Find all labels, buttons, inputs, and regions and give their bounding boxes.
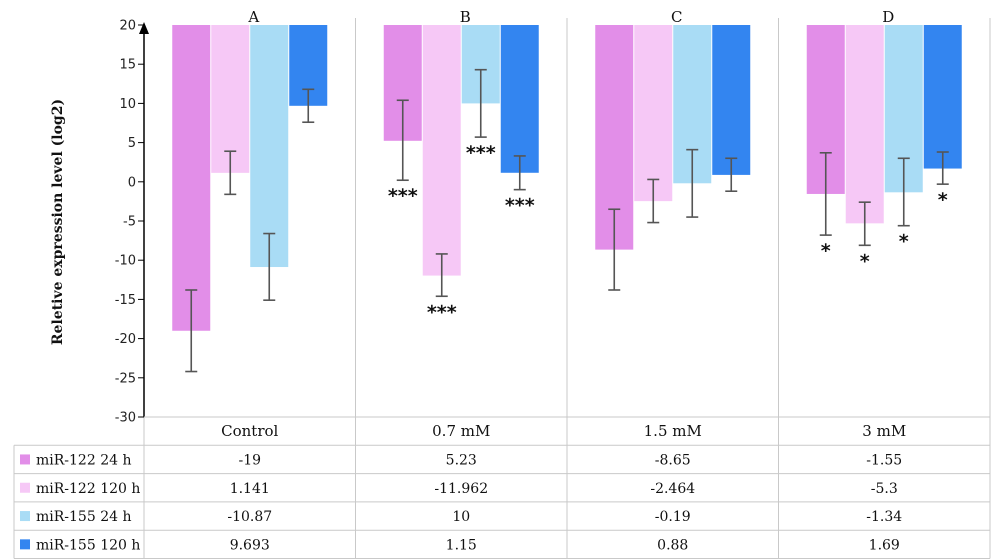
table-cell: 1.141 (230, 481, 270, 497)
category-label: 1.5 mM (644, 422, 702, 440)
bar (923, 25, 962, 169)
series-name: miR-122 120 h (36, 481, 140, 497)
significance-marker: * (860, 250, 870, 272)
legend-swatch (20, 511, 30, 522)
table-cell: -8.65 (655, 452, 691, 468)
table-cell: 0.88 (657, 537, 688, 553)
table-cell: -10.87 (227, 509, 272, 525)
series-name: miR-155 120 h (36, 537, 140, 553)
table-cell: -1.34 (866, 509, 902, 525)
y-tick-label: -30 (115, 411, 136, 426)
data-table: Control 0.7 mM 1.5 mM 3 mM miR-122 24 h -19 5.… (13, 18, 991, 559)
y-axis: 20 15 10 5 0 -5 -10 -15 -20 -25 -30 (115, 19, 149, 426)
significance-marker: * (938, 189, 948, 211)
legend-swatch (20, 482, 30, 493)
series-name: miR-122 24 h (36, 452, 131, 468)
category-label: Control (221, 422, 278, 440)
bar (845, 25, 884, 224)
y-tick-label: 5 (128, 136, 136, 151)
table-cell: 10 (452, 509, 470, 525)
significance-marker: *** (505, 195, 535, 217)
category-label: 0.7 mM (432, 422, 490, 440)
panel-label: D (882, 8, 894, 26)
panel-label: A (247, 8, 259, 26)
significance-marker: *** (466, 142, 496, 164)
bars (172, 25, 962, 331)
table-cell: 1.69 (869, 537, 900, 553)
significance-marker: *** (388, 185, 418, 207)
table-cell: -1.55 (866, 452, 902, 468)
bar (712, 25, 751, 175)
y-axis-label: Reletive expression level (log2) (50, 99, 66, 345)
bar (250, 25, 289, 268)
panel-label: C (671, 8, 682, 26)
panel-label: B (460, 8, 471, 26)
series-name: miR-155 24 h (36, 509, 131, 525)
significance-marker: * (821, 240, 831, 262)
legend-swatch (20, 539, 30, 550)
y-axis-arrow (139, 22, 149, 34)
y-tick-label: 15 (119, 58, 136, 73)
y-tick-label: -20 (115, 332, 136, 347)
bar (172, 25, 211, 331)
table-cell: 5.23 (446, 452, 477, 468)
y-tick-label: -15 (115, 293, 136, 308)
category-label: 3 mM (862, 422, 906, 440)
bar (211, 25, 250, 173)
table-cell: -5.3 (871, 481, 898, 497)
significance-marker: *** (427, 301, 457, 323)
y-tick-label: 0 (128, 175, 136, 190)
table-cell: -11.962 (434, 481, 488, 497)
table-cell: -2.464 (650, 481, 695, 497)
error-bars (185, 68, 949, 373)
bar (422, 25, 461, 276)
y-tick-label: -5 (123, 215, 136, 230)
table-cell: -19 (238, 452, 261, 468)
legend-swatch (20, 454, 30, 465)
significance-marker: * (899, 231, 909, 253)
y-tick-label: 10 (119, 97, 136, 112)
significance-markers: *************** * (388, 142, 948, 323)
y-tick-label: 20 (119, 19, 136, 34)
y-tick-label: -10 (115, 254, 136, 269)
table-cell: 1.15 (446, 537, 477, 553)
table-cell: -0.19 (655, 509, 691, 525)
table-cell: 9.693 (230, 537, 270, 553)
panel-labels: A B C D (247, 8, 894, 26)
y-tick-label: -25 (115, 371, 136, 386)
bar (634, 25, 673, 202)
bar (500, 25, 539, 173)
